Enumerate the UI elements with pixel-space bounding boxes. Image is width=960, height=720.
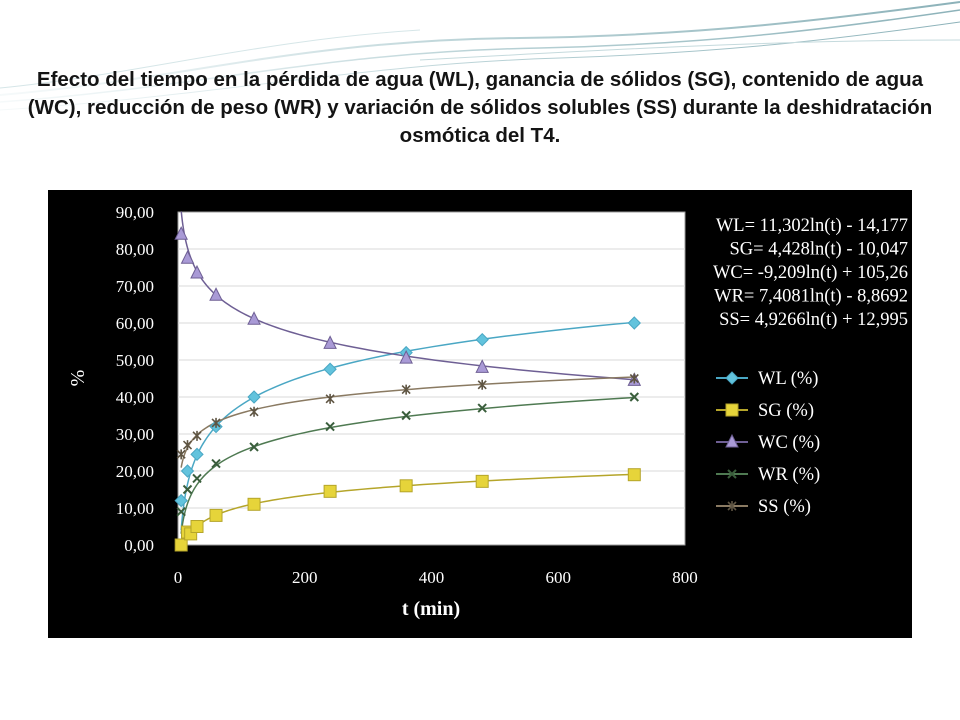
data-point-diamond <box>247 390 261 404</box>
data-point-x <box>176 506 186 517</box>
data-point-x <box>249 442 259 452</box>
x-tick-labels: 0 200 400 600 800 <box>174 568 698 587</box>
y-tick-label: 0,00 <box>124 536 154 555</box>
data-point-triangle <box>323 335 337 349</box>
y-tick-label: 50,00 <box>116 351 154 370</box>
y-tick-label: 70,00 <box>116 277 154 296</box>
data-point-diamond <box>627 316 642 330</box>
x-tick-label: 200 <box>292 568 318 587</box>
trend-equations: WL= 11,302ln(t) - 14,177 SG= 4,428ln(t) -… <box>713 216 908 330</box>
data-point-square <box>209 508 223 522</box>
y-tick-label: 10,00 <box>116 499 154 518</box>
chart: 0,00 10,00 20,00 30,00 40,00 50,00 60,00 70,00 8… <box>67 203 908 620</box>
data-point-diamond <box>190 447 204 462</box>
data-point-triangle <box>209 287 223 301</box>
data-point-x <box>325 421 335 432</box>
data-point-square <box>174 538 188 552</box>
data-point-square <box>399 479 413 493</box>
y-tick-label: 20,00 <box>116 462 154 481</box>
chart-panel: 0,00 10,00 20,00 30,00 40,00 50,00 60,00 70,00 8… <box>48 190 912 638</box>
data-point-x <box>211 458 221 469</box>
legend-marker-triangle <box>725 433 739 448</box>
legend-label: WC (%) <box>758 433 820 453</box>
legend-marker-square <box>725 403 739 417</box>
data-point-star <box>325 393 335 404</box>
data-point-square <box>323 484 337 498</box>
x-axis-title: t (min) <box>402 598 460 620</box>
equation-label: SS= 4,9266ln(t) + 12,995 <box>719 310 908 330</box>
data-point-triangle <box>190 264 204 279</box>
data-point-star <box>176 449 186 460</box>
data-point-diamond <box>174 493 188 508</box>
data-point-triangle <box>180 250 195 264</box>
y-tick-label: 90,00 <box>116 203 154 222</box>
data-point-x <box>401 410 411 421</box>
data-point-square <box>475 474 489 488</box>
data-point-star <box>401 384 411 395</box>
equation-label: WR= 7,4081ln(t) - 8,8692 <box>714 287 908 307</box>
data-point-diamond <box>323 362 337 376</box>
equation-label: WL= 11,302ln(t) - 14,177 <box>716 216 908 236</box>
data-point-triangle <box>399 350 413 364</box>
data-point-triangle <box>174 226 188 240</box>
data-point-diamond <box>475 332 489 347</box>
legend-label: WL (%) <box>758 369 818 389</box>
legend-label: SG (%) <box>758 401 814 421</box>
data-point-x <box>182 484 193 495</box>
legend-marker-diamond <box>725 371 739 385</box>
y-tick-label: 80,00 <box>116 240 154 259</box>
data-point-x <box>629 392 640 402</box>
y-tick-label: 60,00 <box>116 314 154 333</box>
y-tick-label: 30,00 <box>116 425 154 444</box>
legend-label: WR (%) <box>758 465 820 485</box>
data-point-star <box>477 379 487 390</box>
data-point-star <box>182 440 193 451</box>
data-point-star <box>629 373 639 384</box>
y-axis-title: % <box>67 370 89 387</box>
trendline-x <box>180 396 635 534</box>
legend-marker-star <box>727 501 737 511</box>
legend-marker-x <box>727 469 737 479</box>
x-tick-label: 0 <box>174 568 183 587</box>
data-point-star <box>211 417 221 428</box>
data-markers <box>174 226 642 552</box>
data-point-x <box>192 473 202 484</box>
y-tick-labels: 0,00 10,00 20,00 30,00 40,00 50,00 60,00 70,00 8… <box>116 203 154 555</box>
y-tick-label: 40,00 <box>116 388 154 407</box>
equation-label: WC= -9,209ln(t) + 105,26 <box>713 263 908 283</box>
data-point-star <box>249 406 259 417</box>
x-tick-label: 400 <box>419 568 445 587</box>
legend: WL (%) SG (%) WC (%) WR (%) SS (%) <box>716 369 820 517</box>
data-point-square <box>627 468 641 482</box>
x-tick-label: 600 <box>546 568 572 587</box>
equation-label: SG= 4,428ln(t) - 10,047 <box>730 240 908 260</box>
data-point-triangle <box>475 359 490 373</box>
data-point-x <box>477 403 487 413</box>
data-point-star <box>192 430 202 441</box>
slide-title: Efecto del tiempo en la pérdida de agua … <box>27 68 933 147</box>
x-tick-label: 800 <box>672 568 698 587</box>
legend-label: SS (%) <box>758 497 811 517</box>
data-point-triangle <box>247 311 261 325</box>
data-point-diamond <box>180 464 195 478</box>
data-point-square <box>247 497 261 511</box>
data-point-square <box>190 520 204 533</box>
